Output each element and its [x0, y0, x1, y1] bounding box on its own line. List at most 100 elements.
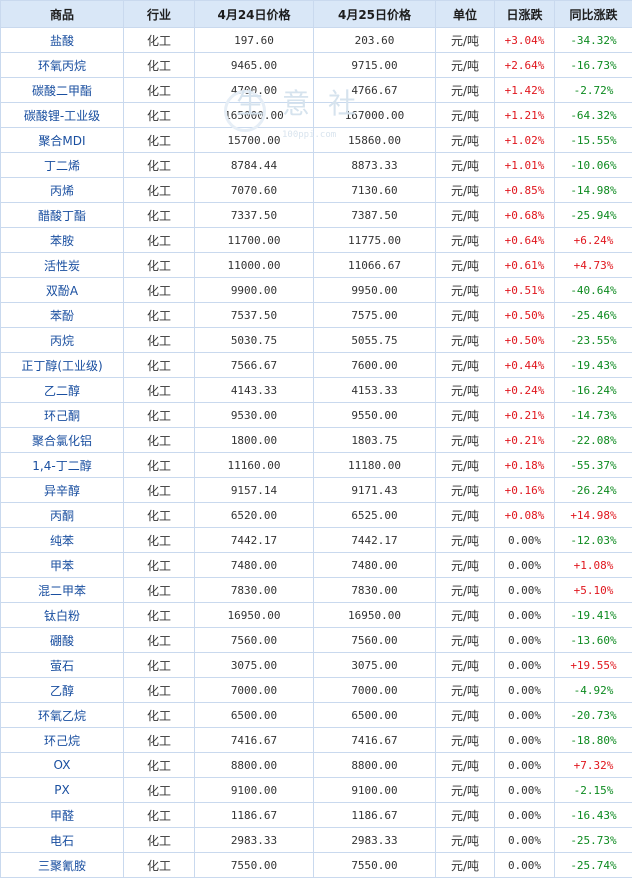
cell-unit: 元/吨 [435, 577, 495, 603]
cell-commodity[interactable]: 纯苯 [0, 527, 124, 553]
cell-industry: 化工 [123, 852, 195, 878]
cell-industry: 化工 [123, 627, 195, 653]
cell-price-apr25: 4153.33 [313, 377, 436, 403]
header-price-apr25[interactable]: 4月25日价格 [313, 0, 436, 28]
header-commodity[interactable]: 商品 [0, 0, 124, 28]
cell-price-apr24: 1800.00 [194, 427, 314, 453]
cell-yoy-change: -64.32% [554, 102, 632, 128]
cell-commodity[interactable]: OX [0, 752, 124, 778]
cell-commodity[interactable]: 乙醇 [0, 677, 124, 703]
cell-yoy-change: +19.55% [554, 652, 632, 678]
cell-commodity[interactable]: 硼酸 [0, 627, 124, 653]
cell-industry: 化工 [123, 402, 195, 428]
cell-commodity[interactable]: 环己酮 [0, 402, 124, 428]
cell-commodity[interactable]: 正丁醇(工业级) [0, 352, 124, 378]
cell-commodity[interactable]: 醋酸丁酯 [0, 202, 124, 228]
cell-commodity[interactable]: 甲苯 [0, 552, 124, 578]
cell-commodity[interactable]: 盐酸 [0, 27, 124, 53]
cell-unit: 元/吨 [435, 777, 495, 803]
cell-commodity[interactable]: 环氧丙烷 [0, 52, 124, 78]
cell-commodity[interactable]: PX [0, 777, 124, 803]
cell-price-apr24: 7560.00 [194, 627, 314, 653]
cell-commodity[interactable]: 电石 [0, 827, 124, 853]
header-daily-change[interactable]: 日涨跌 [494, 0, 555, 28]
cell-commodity[interactable]: 钛白粉 [0, 602, 124, 628]
cell-unit: 元/吨 [435, 602, 495, 628]
cell-daily-change: +0.51% [494, 277, 555, 303]
cell-commodity[interactable]: 聚合MDI [0, 127, 124, 153]
cell-commodity[interactable]: 碳酸二甲酯 [0, 77, 124, 103]
header-price-apr24[interactable]: 4月24日价格 [194, 0, 314, 28]
table-row: 硼酸 化工 7560.00 7560.00 元/吨 0.00% -13.60% [0, 627, 632, 653]
cell-price-apr24: 11160.00 [194, 452, 314, 478]
cell-price-apr24: 11700.00 [194, 227, 314, 253]
cell-price-apr24: 1186.67 [194, 802, 314, 828]
cell-industry: 化工 [123, 352, 195, 378]
cell-commodity[interactable]: 乙二醇 [0, 377, 124, 403]
cell-industry: 化工 [123, 277, 195, 303]
cell-price-apr25: 1186.67 [313, 802, 436, 828]
cell-commodity[interactable]: 1,4-丁二醇 [0, 452, 124, 478]
cell-industry: 化工 [123, 227, 195, 253]
cell-commodity[interactable]: 混二甲苯 [0, 577, 124, 603]
cell-commodity[interactable]: 甲醛 [0, 802, 124, 828]
header-yoy-change[interactable]: 同比涨跌 [554, 0, 632, 28]
table-row: 活性炭 化工 11000.00 11066.67 元/吨 +0.61% +4.73% [0, 252, 632, 278]
cell-commodity[interactable]: 碳酸锂-工业级 [0, 102, 124, 128]
cell-commodity[interactable]: 环己烷 [0, 727, 124, 753]
table-row: 纯苯 化工 7442.17 7442.17 元/吨 0.00% -12.03% [0, 527, 632, 553]
cell-unit: 元/吨 [435, 552, 495, 578]
cell-unit: 元/吨 [435, 652, 495, 678]
cell-industry: 化工 [123, 452, 195, 478]
cell-commodity[interactable]: 异辛醇 [0, 477, 124, 503]
cell-yoy-change: -40.64% [554, 277, 632, 303]
table-row: 环己烷 化工 7416.67 7416.67 元/吨 0.00% -18.80% [0, 727, 632, 753]
cell-price-apr24: 9100.00 [194, 777, 314, 803]
cell-commodity[interactable]: 萤石 [0, 652, 124, 678]
header-industry[interactable]: 行业 [123, 0, 195, 28]
cell-daily-change: 0.00% [494, 627, 555, 653]
cell-commodity[interactable]: 三聚氰胺 [0, 852, 124, 878]
table-row: 钛白粉 化工 16950.00 16950.00 元/吨 0.00% -19.41% [0, 602, 632, 628]
cell-commodity[interactable]: 聚合氯化铝 [0, 427, 124, 453]
cell-unit: 元/吨 [435, 827, 495, 853]
table-row: 丙酮 化工 6520.00 6525.00 元/吨 +0.08% +14.98% [0, 502, 632, 528]
cell-unit: 元/吨 [435, 152, 495, 178]
cell-commodity[interactable]: 丙烯 [0, 177, 124, 203]
cell-price-apr25: 11066.67 [313, 252, 436, 278]
cell-price-apr25: 9171.43 [313, 477, 436, 503]
cell-yoy-change: +14.98% [554, 502, 632, 528]
cell-commodity[interactable]: 丙烷 [0, 327, 124, 353]
cell-industry: 化工 [123, 427, 195, 453]
cell-yoy-change: -13.60% [554, 627, 632, 653]
header-unit[interactable]: 单位 [435, 0, 495, 28]
cell-price-apr24: 197.60 [194, 27, 314, 53]
cell-commodity[interactable]: 苯胺 [0, 227, 124, 253]
cell-price-apr25: 9550.00 [313, 402, 436, 428]
cell-price-apr24: 7442.17 [194, 527, 314, 553]
cell-industry: 化工 [123, 652, 195, 678]
cell-unit: 元/吨 [435, 802, 495, 828]
cell-commodity[interactable]: 双酚A [0, 277, 124, 303]
cell-price-apr24: 7480.00 [194, 552, 314, 578]
cell-daily-change: +1.01% [494, 152, 555, 178]
cell-yoy-change: -20.73% [554, 702, 632, 728]
cell-price-apr24: 7830.00 [194, 577, 314, 603]
cell-commodity[interactable]: 活性炭 [0, 252, 124, 278]
cell-daily-change: 0.00% [494, 527, 555, 553]
cell-price-apr24: 6500.00 [194, 702, 314, 728]
cell-industry: 化工 [123, 752, 195, 778]
cell-unit: 元/吨 [435, 527, 495, 553]
cell-commodity[interactable]: 丙酮 [0, 502, 124, 528]
cell-daily-change: +1.02% [494, 127, 555, 153]
cell-unit: 元/吨 [435, 302, 495, 328]
cell-commodity[interactable]: 苯酚 [0, 302, 124, 328]
cell-commodity[interactable]: 环氧乙烷 [0, 702, 124, 728]
cell-price-apr25: 9715.00 [313, 52, 436, 78]
cell-daily-change: +0.16% [494, 477, 555, 503]
cell-commodity[interactable]: 丁二烯 [0, 152, 124, 178]
cell-daily-change: +1.21% [494, 102, 555, 128]
cell-price-apr25: 6500.00 [313, 702, 436, 728]
cell-unit: 元/吨 [435, 202, 495, 228]
